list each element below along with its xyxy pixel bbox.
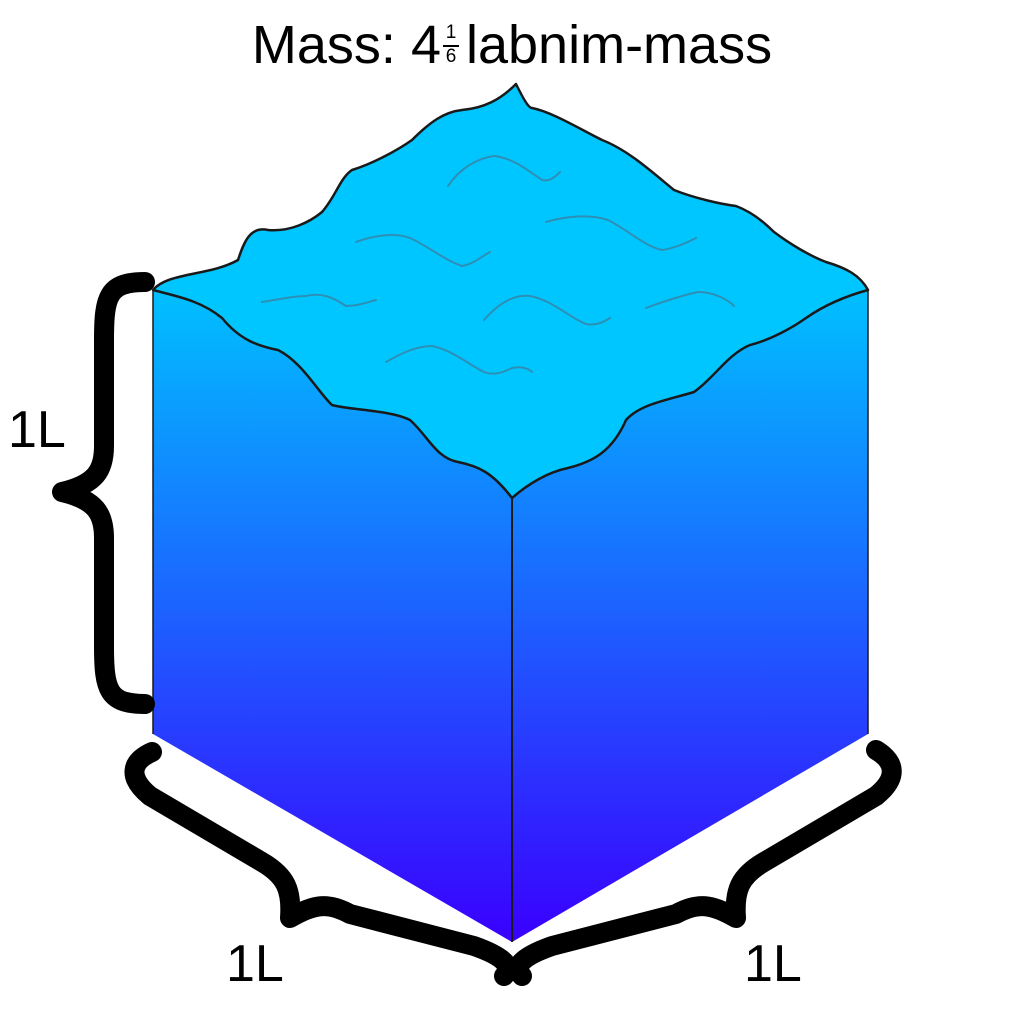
front-width-brace [124, 742, 518, 986]
fraction-bar [443, 45, 459, 47]
height-label: 1L [8, 401, 66, 459]
ripple-3 [545, 215, 697, 252]
water-ripples [261, 154, 735, 375]
cube-left-face [153, 290, 512, 942]
ripple-1 [447, 154, 561, 187]
ripple-4 [261, 293, 377, 308]
fraction-denominator: 6 [445, 46, 457, 67]
right-width-label: 1L [744, 935, 802, 993]
ripple-7 [385, 344, 533, 375]
right-width-brace [508, 740, 902, 986]
ripple-6 [645, 290, 735, 309]
ripple-5 [483, 294, 611, 326]
mass-title: Mass: 4 1 6 labnim-mass [0, 14, 1024, 76]
cube-right-face [512, 290, 868, 942]
ripple-2 [355, 234, 491, 268]
fraction-numerator: 1 [445, 22, 457, 43]
mass-unit: labnim-mass [466, 15, 773, 75]
mass-label: Mass: [251, 15, 396, 75]
front-width-label: 1L [226, 935, 284, 993]
cube-top-surface [151, 82, 870, 500]
height-brace [52, 272, 155, 714]
mass-whole: 4 [410, 15, 441, 75]
